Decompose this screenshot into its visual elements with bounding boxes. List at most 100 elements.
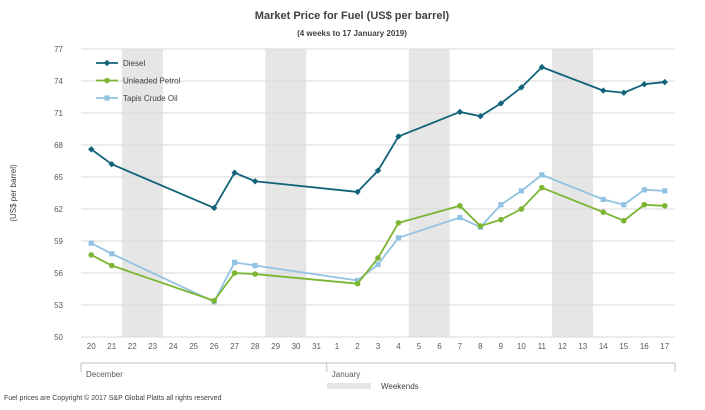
- x-tick-label: 9: [499, 342, 504, 351]
- x-tick-label: 4: [396, 342, 401, 351]
- legend-marker-tapis-crude-oil: [104, 95, 110, 101]
- diesel-point: [661, 78, 668, 86]
- unleaded-petrol-point: [395, 220, 402, 226]
- x-tick-label: 14: [599, 342, 608, 351]
- diesel-point: [497, 100, 505, 107]
- x-tick-label: 1: [335, 342, 340, 351]
- y-tick-label: 59: [54, 237, 63, 246]
- diesel-point: [518, 84, 525, 91]
- tapis-crude-oil-point: [354, 277, 361, 284]
- unleaded-petrol-point: [600, 209, 607, 215]
- diesel-point: [641, 81, 648, 88]
- y-tick-label: 53: [54, 301, 63, 310]
- diesel-point: [231, 169, 238, 176]
- chart-subtitle: (4 weeks to 17 January 2019): [297, 29, 407, 38]
- x-tick-label: 3: [376, 342, 381, 351]
- x-tick-label: 8: [478, 342, 483, 351]
- tapis-crude-oil-point: [395, 235, 402, 241]
- y-tick-label: 50: [54, 333, 63, 342]
- diesel-point: [477, 113, 484, 120]
- tapis-crude-oil-point: [518, 188, 524, 194]
- unleaded-petrol-point: [620, 217, 627, 224]
- tapis-crude-oil-point: [641, 187, 647, 193]
- legend-marker-diesel: [103, 59, 111, 67]
- gridlines: [81, 48, 675, 338]
- x-tick-label: 16: [640, 342, 649, 351]
- x-tick-label: 20: [87, 342, 96, 351]
- diesel-point: [456, 108, 464, 116]
- y-tick-label: 71: [54, 109, 63, 118]
- weekend-band-0: [121, 49, 163, 337]
- x-tick-label: 11: [538, 342, 547, 351]
- x-tick-label: 15: [619, 342, 628, 351]
- tapis-crude-oil-point: [539, 172, 545, 178]
- tapis-crude-oil-point: [252, 262, 258, 269]
- x-tick-label: 26: [210, 342, 219, 351]
- month-axis: December January: [80, 362, 676, 379]
- diesel-point: [88, 146, 95, 153]
- unleaded-petrol-point: [375, 255, 381, 261]
- unleaded-petrol-point: [211, 297, 217, 304]
- x-tick-label: 23: [148, 342, 157, 351]
- weekend-band-1: [265, 49, 307, 337]
- unleaded-petrol-point: [457, 203, 463, 209]
- diesel-point: [354, 188, 361, 196]
- x-tick-label: 5: [417, 342, 422, 351]
- unleaded-petrol-point: [539, 184, 545, 191]
- diesel-point: [374, 167, 382, 174]
- x-tick-label: 6: [437, 342, 442, 351]
- month-label: December: [86, 370, 123, 379]
- series-layer: [88, 63, 668, 305]
- weekend-bands: [121, 49, 594, 337]
- diesel-point: [538, 63, 546, 71]
- tapis-crude-oil-point: [88, 240, 94, 246]
- y-axis-label: (US$ per barrel): [9, 164, 18, 222]
- unleaded-petrol-point: [498, 216, 504, 223]
- tapis-crude-oil-point: [232, 259, 238, 265]
- x-tick-label: 22: [128, 342, 137, 351]
- weekend-band-2: [408, 49, 450, 337]
- x-tick-label: 10: [517, 342, 526, 351]
- chart-title: Market Price for Fuel (US$ per barrel): [255, 10, 450, 22]
- tapis-crude-oil-point: [498, 202, 504, 208]
- tapis-crude-oil-point: [109, 251, 115, 257]
- legend-label-tapis-crude-oil: Tapis Crude Oil: [123, 94, 178, 103]
- diesel-point: [620, 89, 627, 96]
- weekends-legend-swatch: [327, 383, 371, 389]
- unleaded-petrol-point: [108, 262, 115, 269]
- legend-marker-unleaded-petrol: [104, 77, 110, 84]
- series-diesel: [88, 63, 668, 212]
- x-tick-label: 2: [355, 342, 360, 351]
- x-tick-label: 7: [458, 342, 463, 351]
- x-tick-label: 25: [189, 342, 198, 351]
- x-tick-label: 17: [660, 342, 669, 351]
- x-tick-label: 13: [578, 342, 587, 351]
- x-axis: 20 21 22 23 24 25 26 27 28 29 30 31 1 2 3 4 5 6 7 8 9 10 11 12 1…: [87, 342, 670, 351]
- x-tick-label: 24: [169, 342, 178, 351]
- weekends-legend-label: Weekends: [381, 382, 419, 391]
- tapis-crude-oil-point: [662, 188, 668, 194]
- y-tick-label: 65: [54, 173, 63, 182]
- y-tick-label: 68: [54, 141, 63, 150]
- x-tick-label: 21: [107, 342, 116, 351]
- unleaded-petrol-point: [477, 223, 484, 229]
- legend-label-diesel: Diesel: [123, 59, 145, 68]
- diesel-point: [600, 87, 607, 94]
- month-label: January: [332, 370, 360, 379]
- y-tick-label: 77: [54, 45, 63, 54]
- series-unleaded-petrol: [88, 184, 668, 304]
- x-tick-label: 28: [251, 342, 260, 351]
- legend-label-unleaded-petrol: Unleaded Petrol: [123, 77, 181, 86]
- legend: Diesel Unleaded Petrol Tapis Crude Oil: [96, 59, 181, 103]
- y-axis: 50 53 56 59 62 65 68 71 74 77: [54, 45, 63, 342]
- unleaded-petrol-point: [231, 270, 238, 276]
- unleaded-petrol-point: [641, 201, 648, 208]
- x-tick-label: 30: [292, 342, 301, 351]
- tapis-crude-oil-point: [621, 202, 627, 208]
- diesel-point: [108, 161, 115, 168]
- tapis-crude-oil-point: [375, 261, 381, 268]
- x-tick-label: 31: [312, 342, 321, 351]
- diesel-point: [251, 178, 259, 185]
- unleaded-petrol-point: [88, 252, 95, 258]
